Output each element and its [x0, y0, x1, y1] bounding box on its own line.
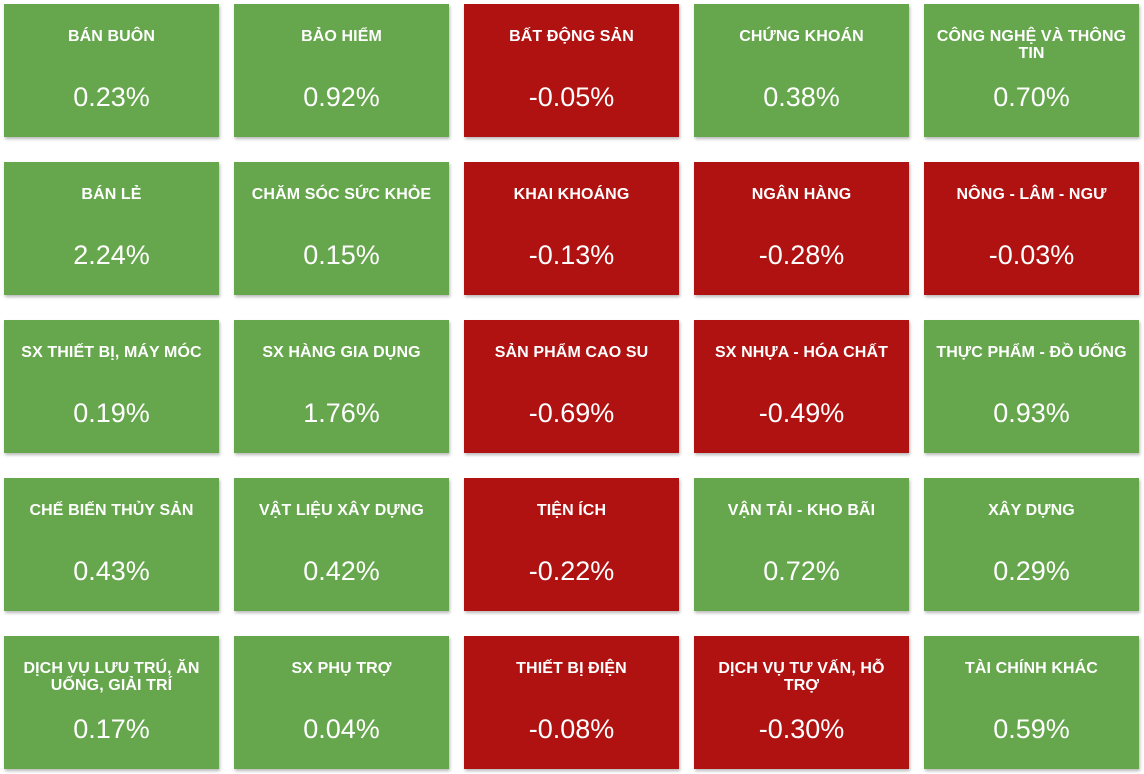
sector-tile[interactable]: TÀI CHÍNH KHÁC 0.59%: [924, 636, 1139, 769]
sector-name: TIỆN ÍCH: [536, 502, 607, 519]
sector-name: VẬT LIỆU XÂY DỰNG: [259, 502, 424, 519]
sector-name: SX NHỰA - HÓA CHẤT: [715, 344, 888, 361]
sector-name: THỰC PHẨM - ĐỒ UỐNG: [936, 344, 1127, 361]
sector-change-percent: 0.17%: [73, 714, 150, 744]
sector-change-percent: -0.69%: [528, 398, 615, 428]
sector-name: KHAI KHOÁNG: [513, 186, 630, 203]
sector-name: NÔNG - LÂM - NGƯ: [956, 186, 1107, 203]
sector-name: SX PHỤ TRỢ: [291, 660, 392, 677]
sector-tile[interactable]: NGÂN HÀNG -0.28%: [694, 162, 909, 295]
sector-name: THIẾT BỊ ĐIỆN: [516, 660, 627, 677]
sector-name: CHỨNG KHOÁN: [739, 28, 864, 45]
sector-change-percent: 0.19%: [73, 398, 150, 428]
sector-tile[interactable]: SX PHỤ TRỢ 0.04%: [234, 636, 449, 769]
sector-tile[interactable]: SX NHỰA - HÓA CHẤT -0.49%: [694, 320, 909, 453]
sector-change-percent: 0.23%: [73, 82, 150, 112]
sector-tile[interactable]: VẬN TẢI - KHO BÃI 0.72%: [694, 478, 909, 611]
sector-tile[interactable]: KHAI KHOÁNG -0.13%: [464, 162, 679, 295]
sector-change-percent: 0.59%: [993, 714, 1070, 744]
sector-change-percent: -0.22%: [528, 556, 615, 586]
sector-tile[interactable]: BÁN LẺ 2.24%: [4, 162, 219, 295]
sector-change-percent: -0.05%: [528, 82, 615, 112]
sector-tile[interactable]: TIỆN ÍCH -0.22%: [464, 478, 679, 611]
sector-change-percent: 0.43%: [73, 556, 150, 586]
sector-change-percent: 1.76%: [303, 398, 380, 428]
sector-name: CÔNG NGHỆ VÀ THÔNG TIN: [936, 28, 1127, 62]
sector-name: BẢO HIỂM: [301, 28, 382, 45]
sector-tile[interactable]: DỊCH VỤ LƯU TRÚ, ĂN UỐNG, GIẢI TRÍ 0.17%: [4, 636, 219, 769]
sector-change-percent: 0.15%: [303, 240, 380, 270]
sector-tile[interactable]: NÔNG - LÂM - NGƯ -0.03%: [924, 162, 1139, 295]
sector-tile[interactable]: CÔNG NGHỆ VÀ THÔNG TIN 0.70%: [924, 4, 1139, 137]
sector-name: CHĂM SÓC SỨC KHỎE: [251, 186, 432, 203]
sector-name: BÁN LẺ: [81, 186, 142, 203]
sector-change-percent: -0.03%: [988, 240, 1075, 270]
sector-change-percent: -0.13%: [528, 240, 615, 270]
sector-change-percent: 0.92%: [303, 82, 380, 112]
sector-change-percent: 0.42%: [303, 556, 380, 586]
sector-tile[interactable]: SẢN PHẨM CAO SU -0.69%: [464, 320, 679, 453]
sector-name: BẤT ĐỘNG SẢN: [509, 28, 634, 45]
sector-change-percent: 0.70%: [993, 82, 1070, 112]
sector-tile[interactable]: BẤT ĐỘNG SẢN -0.05%: [464, 4, 679, 137]
sector-tile[interactable]: CHẾ BIẾN THỦY SẢN 0.43%: [4, 478, 219, 611]
sector-name: VẬN TẢI - KHO BÃI: [727, 502, 876, 519]
sector-name: XÂY DỰNG: [988, 502, 1075, 519]
sector-name: DỊCH VỤ TƯ VẤN, HỖ TRỢ: [718, 660, 885, 694]
sector-name: SX HÀNG GIA DỤNG: [262, 344, 421, 361]
sector-tile[interactable]: THIẾT BỊ ĐIỆN -0.08%: [464, 636, 679, 769]
sector-tile[interactable]: SX THIẾT BỊ, MÁY MÓC 0.19%: [4, 320, 219, 453]
sector-name: SX THIẾT BỊ, MÁY MÓC: [21, 344, 202, 361]
sector-name: BÁN BUÔN: [67, 28, 156, 45]
sector-tile[interactable]: VẬT LIỆU XÂY DỰNG 0.42%: [234, 478, 449, 611]
sector-change-percent: 0.38%: [763, 82, 840, 112]
sector-change-percent: -0.30%: [758, 714, 845, 744]
sector-tile[interactable]: SX HÀNG GIA DỤNG 1.76%: [234, 320, 449, 453]
sector-tile[interactable]: XÂY DỰNG 0.29%: [924, 478, 1139, 611]
sector-change-percent: 0.29%: [993, 556, 1070, 586]
sector-name: SẢN PHẨM CAO SU: [494, 344, 649, 361]
sector-change-percent: -0.28%: [758, 240, 845, 270]
sector-name: DỊCH VỤ LƯU TRÚ, ĂN UỐNG, GIẢI TRÍ: [23, 660, 200, 694]
sector-change-percent: -0.08%: [528, 714, 615, 744]
sector-name: CHẾ BIẾN THỦY SẢN: [29, 502, 194, 519]
sector-name: TÀI CHÍNH KHÁC: [965, 660, 1098, 677]
sector-change-percent: 2.24%: [73, 240, 150, 270]
sector-tile[interactable]: THỰC PHẨM - ĐỒ UỐNG 0.93%: [924, 320, 1139, 453]
sector-tile[interactable]: BẢO HIỂM 0.92%: [234, 4, 449, 137]
sector-tile[interactable]: DỊCH VỤ TƯ VẤN, HỖ TRỢ -0.30%: [694, 636, 909, 769]
sector-name: NGÂN HÀNG: [751, 186, 852, 203]
sector-tile[interactable]: CHĂM SÓC SỨC KHỎE 0.15%: [234, 162, 449, 295]
sector-change-percent: 0.04%: [303, 714, 380, 744]
sector-change-percent: -0.49%: [758, 398, 845, 428]
sector-tile[interactable]: CHỨNG KHOÁN 0.38%: [694, 4, 909, 137]
sector-tile[interactable]: BÁN BUÔN 0.23%: [4, 4, 219, 137]
sector-change-percent: 0.93%: [993, 398, 1070, 428]
sector-change-percent: 0.72%: [763, 556, 840, 586]
